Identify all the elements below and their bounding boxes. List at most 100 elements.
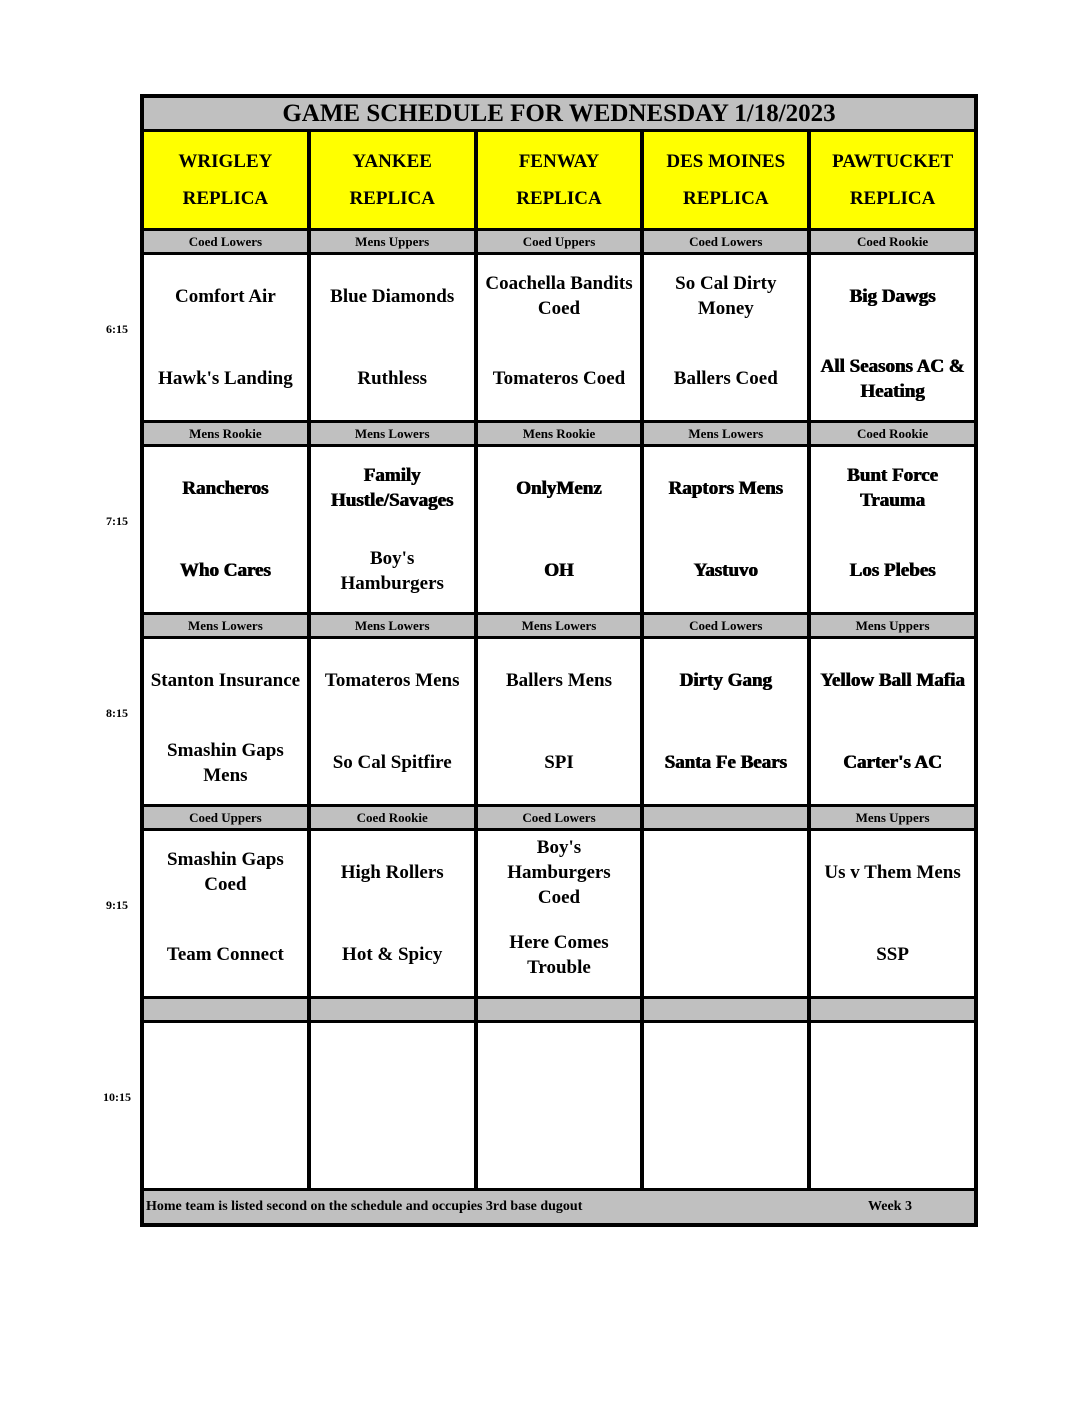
away-team: Stanton Insurance: [150, 669, 301, 691]
home-team: Who Cares: [179, 560, 271, 582]
game-cell: Smashin Gaps Coed Team Connect: [144, 831, 307, 996]
away-team: [811, 1023, 974, 1106]
field-header: PAWTUCKET REPLICA: [811, 132, 974, 228]
game-cell: [644, 1023, 808, 1189]
home-team: Ballers Coed: [673, 368, 778, 390]
home-team: [478, 1106, 641, 1189]
game-cell: [144, 1023, 307, 1188]
division-label: Coed Lowers: [477, 807, 641, 828]
field-type: REPLICA: [516, 188, 602, 209]
division-label: Coed Lowers: [644, 231, 808, 252]
division-label: [144, 999, 307, 1020]
division-label: Coed Rookie: [310, 807, 474, 828]
away-team: Yellow Ball Mafia: [820, 669, 965, 691]
field-type: REPLICA: [849, 188, 936, 209]
home-team: [811, 1106, 974, 1189]
game-cell: Tomateros Mens So Cal Spitfire: [310, 639, 474, 804]
home-team: [311, 1106, 474, 1189]
home-team: Santa Fe Bears: [664, 752, 787, 774]
game-cell: Stanton Insurance Smashin Gaps Mens: [144, 639, 307, 804]
division-label: Coed Lowers: [144, 231, 307, 252]
away-team: Bunt Force Trauma: [847, 465, 939, 512]
home-team: Hot & Spicy: [342, 944, 443, 966]
away-team: Rancheros: [182, 477, 269, 499]
time-label: 9:15: [106, 897, 128, 912]
away-team: Boy's Hamburgers Coed: [507, 836, 611, 908]
time-label: 7:15: [106, 513, 128, 528]
home-team: [144, 1106, 307, 1189]
home-team: OH: [544, 560, 574, 582]
away-team: Blue Diamonds: [330, 285, 455, 307]
game-cell: Boy's Hamburgers Coed Here Comes Trouble: [477, 831, 641, 996]
home-team: [644, 914, 807, 997]
game-cell: [310, 1023, 474, 1189]
game-cell: Ballers Mens SPI: [477, 639, 641, 804]
division-label: [644, 999, 808, 1020]
division-label: Mens Lowers: [644, 423, 808, 444]
division-label: Mens Uppers: [811, 615, 974, 636]
game-cell: [644, 831, 808, 997]
division-label: [644, 807, 808, 828]
game-cell: Us v Them Mens SSP: [811, 831, 974, 996]
home-team: Ruthless: [357, 368, 428, 390]
home-team: SSP: [876, 944, 909, 966]
division-label: Coed Uppers: [144, 807, 307, 828]
game-cell: Yellow Ball Mafia Carter's AC: [811, 639, 974, 804]
home-team: Carter's AC: [843, 752, 942, 774]
away-team: [144, 1023, 307, 1106]
game-cell: Raptors Mens Yastuvo: [644, 447, 808, 612]
division-label: Mens Rookie: [477, 423, 641, 444]
division-label: Mens Lowers: [310, 423, 474, 444]
division-label: Mens Uppers: [811, 807, 974, 828]
division-label: Mens Rookie: [144, 423, 307, 444]
away-team: [644, 831, 807, 914]
field-header: FENWAY REPLICA: [477, 132, 641, 228]
home-team: Team Connect: [166, 944, 284, 966]
away-team: Coachella Bandits Coed: [485, 273, 633, 320]
field-header: YANKEE REPLICA: [310, 132, 474, 228]
division-label: Mens Lowers: [477, 615, 641, 636]
home-team: So Cal Spitfire: [332, 752, 452, 774]
division-label: Mens Lowers: [310, 615, 474, 636]
schedule-table: GAME SCHEDULE FOR WEDNESDAY 1/18/2023 WR…: [140, 94, 978, 1227]
home-team-note: Home team is listed second on the schedu…: [146, 1199, 583, 1214]
home-team: All Seasons AC & Heating: [820, 355, 965, 402]
away-team: Us v Them Mens: [824, 861, 961, 883]
home-team: Boy's Hamburgers: [340, 547, 444, 594]
game-cell: High Rollers Hot & Spicy: [310, 831, 474, 996]
game-cell: [477, 1023, 641, 1189]
game-cell: Blue Diamonds Ruthless: [310, 255, 474, 420]
game-cell: Bunt Force Trauma Los Plebes: [811, 447, 974, 612]
game-cell: [811, 1023, 974, 1188]
time-label: 10:15: [103, 1089, 131, 1104]
field-name: PAWTUCKET: [832, 151, 954, 172]
home-team: SPI: [544, 752, 574, 774]
home-team: Here Comes Trouble: [509, 931, 609, 978]
away-team: Big Dawgs: [849, 285, 936, 307]
away-team: Dirty Gang: [679, 669, 772, 691]
division-label: Coed Uppers: [477, 231, 641, 252]
division-label: Coed Rookie: [811, 231, 974, 252]
away-team: Raptors Mens: [668, 477, 784, 499]
game-cell: Comfort Air Hawk's Landing: [144, 255, 307, 420]
time-label: 6:15: [106, 321, 128, 336]
away-team: So Cal Dirty Money: [675, 273, 777, 320]
away-team: Family Hustle/Savages: [330, 465, 454, 512]
division-label: Coed Lowers: [644, 615, 808, 636]
away-team: Tomateros Mens: [324, 669, 460, 691]
home-team: [644, 1106, 807, 1189]
game-cell: So Cal Dirty Money Ballers Coed: [644, 255, 808, 420]
game-cell: Big Dawgs All Seasons AC & Heating: [811, 255, 974, 420]
division-label: [310, 999, 474, 1020]
footer: Home team is listed second on the schedu…: [144, 1191, 974, 1223]
game-cell: OnlyMenz OH: [477, 447, 641, 612]
away-team: Comfort Air: [175, 285, 276, 307]
time-label: 8:15: [106, 705, 128, 720]
home-team: Smashin Gaps Mens: [167, 739, 284, 786]
away-team: [311, 1023, 474, 1106]
field-header: WRIGLEY REPLICA: [144, 132, 307, 228]
home-team: Yastuvo: [693, 560, 758, 582]
field-header: DES MOINES REPLICA: [644, 132, 808, 228]
home-team: Hawk's Landing: [158, 368, 293, 390]
field-type: REPLICA: [182, 188, 269, 209]
